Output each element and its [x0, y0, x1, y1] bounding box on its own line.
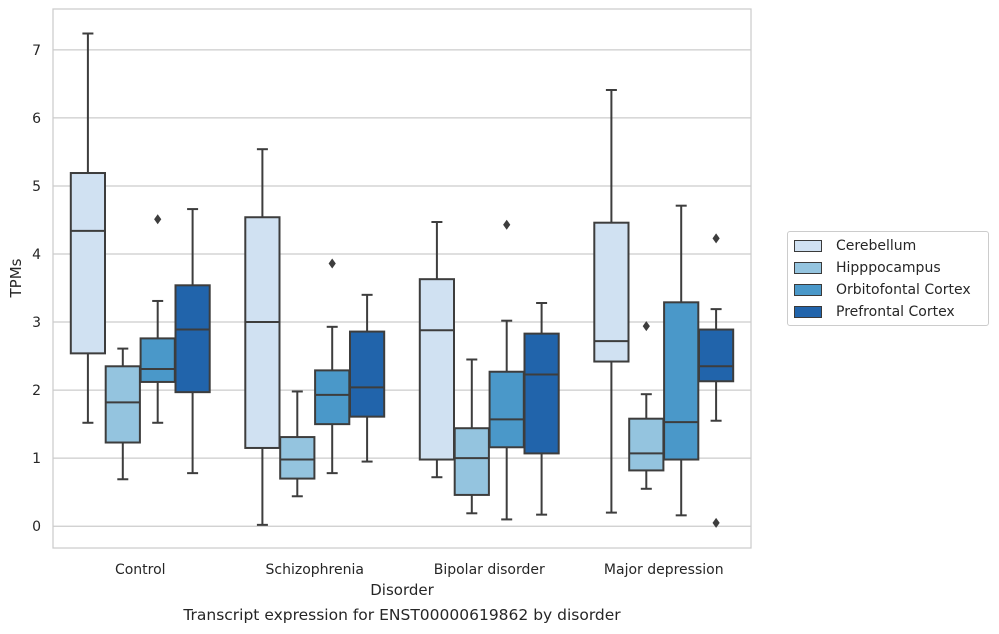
box-iqr — [104, 365, 141, 444]
box-iqr — [453, 427, 490, 496]
y-tick-label-1: 1 — [32, 451, 41, 467]
y-tick-labels: 0 1 2 3 4 5 6 7 — [32, 43, 41, 535]
box-iqr — [69, 172, 107, 355]
box-iqr — [628, 417, 665, 472]
y-axis-label: TPMs — [7, 258, 25, 298]
box-iqr — [348, 330, 386, 418]
box-hipppocampus-control — [104, 347, 141, 481]
box-iqr — [279, 436, 316, 480]
legend-item-orbitofontal-cortex: Orbitofontal Cortex — [794, 280, 971, 300]
outlier-point — [712, 517, 720, 528]
box-iqr — [244, 216, 281, 449]
legend-swatch-hipppocampus — [794, 262, 822, 274]
x-tick-label-bipolar-disorder: Bipolar disorder — [434, 562, 545, 578]
box-prefrontal-cortex-major-depression — [697, 233, 735, 528]
box-iqr — [314, 369, 351, 426]
legend-swatch-prefrontal-cortex — [794, 306, 822, 318]
plot-area-frame — [52, 8, 752, 549]
x-tick-label-control: Control — [115, 562, 166, 578]
box-orbitofontal-cortex-control — [139, 214, 176, 424]
box-cerebellum-bipolar-disorder — [418, 221, 456, 479]
legend-swatch-orbitofontal-cortex — [794, 284, 822, 296]
legend-label-cerebellum: Cerebellum — [836, 238, 917, 254]
chart-caption: Transcript expression for ENST0000061986… — [183, 606, 621, 624]
box-orbitofontal-cortex-bipolar-disorder — [488, 219, 525, 521]
outlier-point — [642, 321, 650, 332]
y-tick-label-3: 3 — [32, 315, 41, 331]
box-iqr — [697, 328, 735, 383]
legend-label-prefrontal-cortex: Prefrontal Cortex — [836, 304, 955, 320]
x-axis-label: Disorder — [370, 581, 434, 599]
outlier-point — [503, 219, 511, 230]
gridlines — [53, 49, 751, 527]
legend-item-cerebellum: Cerebellum — [794, 236, 916, 256]
box-iqr — [663, 301, 700, 461]
legend: Cerebellum Hipppocampus Orbitofontal Cor… — [787, 231, 989, 326]
box-hipppocampus-bipolar-disorder — [453, 358, 490, 515]
box-orbitofontal-cortex-schizophrenia — [314, 258, 351, 475]
box-plots — [69, 32, 735, 528]
box-cerebellum-control — [69, 32, 107, 424]
y-tick-label-6: 6 — [32, 111, 41, 127]
y-tick-label-5: 5 — [32, 179, 41, 195]
outlier-point — [154, 214, 162, 225]
box-hipppocampus-major-depression — [628, 321, 665, 490]
y-tick-label-7: 7 — [32, 43, 41, 59]
box-iqr — [593, 221, 630, 363]
x-tick-label-major-depression: Major depression — [604, 562, 724, 578]
box-hipppocampus-schizophrenia — [279, 390, 316, 498]
legend-swatch-cerebellum — [794, 240, 822, 252]
legend-item-hipppocampus: Hipppocampus — [794, 258, 941, 278]
legend-label-hipppocampus: Hipppocampus — [836, 260, 941, 276]
box-iqr — [418, 278, 456, 461]
box-prefrontal-cortex-bipolar-disorder — [523, 302, 560, 516]
box-orbitofontal-cortex-major-depression — [663, 204, 700, 517]
x-tick-labels: Control Schizophrenia Bipolar disorder Majo… — [115, 562, 724, 578]
box-iqr — [139, 337, 176, 383]
box-cerebellum-schizophrenia — [244, 148, 281, 526]
box-prefrontal-cortex-control — [174, 208, 211, 475]
box-iqr — [174, 284, 211, 394]
outlier-point — [328, 258, 336, 269]
box-iqr — [523, 332, 560, 455]
y-tick-label-0: 0 — [32, 519, 41, 535]
y-tick-label-2: 2 — [32, 383, 41, 399]
y-tick-label-4: 4 — [32, 247, 41, 263]
legend-item-prefrontal-cortex: Prefrontal Cortex — [794, 302, 955, 322]
box-iqr — [488, 370, 525, 449]
outlier-point — [712, 233, 720, 244]
box-prefrontal-cortex-schizophrenia — [348, 293, 386, 463]
x-tick-label-schizophrenia: Schizophrenia — [266, 562, 364, 578]
box-cerebellum-major-depression — [593, 88, 630, 514]
legend-label-orbitofontal-cortex: Orbitofontal Cortex — [836, 282, 971, 298]
